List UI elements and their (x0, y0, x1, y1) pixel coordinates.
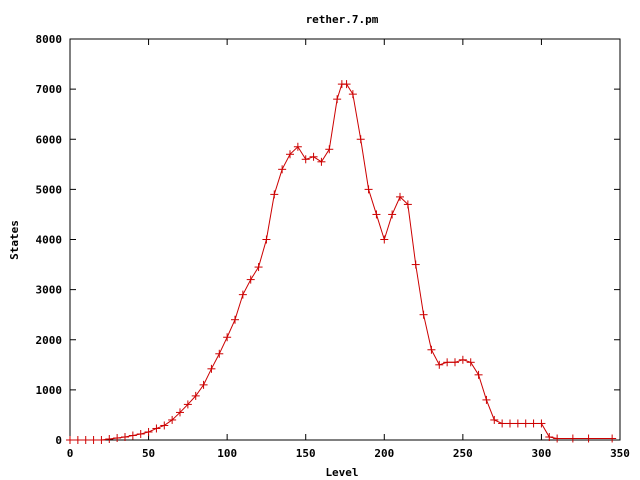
y-tick-label: 3000 (36, 284, 63, 297)
data-point (293, 142, 302, 151)
data-point (513, 419, 522, 428)
data-point (466, 358, 475, 367)
data-point (309, 152, 318, 161)
y-tick-label: 1000 (36, 384, 63, 397)
data-point (223, 333, 232, 342)
data-point (584, 434, 593, 443)
data-point (364, 185, 373, 194)
data-point (427, 345, 436, 354)
y-tick-label: 0 (55, 434, 62, 447)
x-tick-label: 250 (453, 447, 473, 460)
data-point (183, 400, 192, 409)
plot-frame (69, 38, 621, 441)
data-point (490, 415, 499, 424)
x-tick-label: 100 (217, 447, 237, 460)
data-point (372, 210, 381, 219)
data-point (246, 275, 255, 284)
data-point (301, 155, 310, 164)
data-point (73, 436, 82, 444)
data-point (152, 424, 161, 433)
y-tick-label: 8000 (36, 33, 63, 46)
data-point (199, 380, 208, 389)
data-point (342, 80, 351, 89)
data-point (105, 434, 114, 443)
data-point (144, 427, 153, 436)
data-point (128, 431, 137, 440)
data-point (160, 421, 169, 430)
data-point (136, 429, 145, 438)
data-point (286, 150, 294, 159)
data-point (474, 370, 483, 379)
data-point (176, 408, 184, 417)
x-tick-label: 350 (610, 447, 630, 460)
y-tick-label: 6000 (36, 133, 63, 146)
data-point (333, 95, 342, 104)
data-point (396, 192, 404, 201)
data-point (545, 432, 554, 441)
data-point (568, 434, 577, 443)
data-point (191, 391, 200, 400)
y-tick-label: 7000 (36, 83, 63, 96)
data-point (608, 434, 617, 443)
x-axis-label: Level (325, 466, 358, 479)
x-tick-label: 300 (531, 447, 551, 460)
data-point (348, 90, 357, 99)
data-point (215, 349, 224, 358)
data-point (537, 419, 546, 428)
data-point (380, 235, 389, 244)
data-point (521, 419, 530, 428)
data-point (262, 235, 271, 244)
data-point (451, 358, 459, 367)
data-point (403, 200, 412, 209)
x-tick-label: 50 (142, 447, 155, 460)
data-point (113, 433, 122, 442)
y-tick-label: 5000 (36, 183, 63, 196)
x-tick-label: 200 (374, 447, 394, 460)
y-tick-label: 4000 (36, 234, 63, 247)
data-point (270, 190, 279, 199)
data-point (419, 310, 428, 319)
data-point (254, 263, 263, 272)
x-tick-label: 150 (296, 447, 316, 460)
data-point (97, 436, 106, 444)
series-line (70, 83, 613, 441)
data-point (529, 419, 538, 428)
y-axis-label: States (8, 220, 21, 260)
data-point (231, 315, 239, 324)
x-tick-label: 0 (67, 447, 74, 460)
data-point (81, 436, 90, 444)
data-point (388, 210, 397, 219)
data-point (168, 415, 177, 424)
data-point (411, 260, 420, 269)
data-point (498, 419, 507, 428)
data-point (482, 395, 491, 404)
data-point (435, 360, 444, 369)
y-tick-label: 2000 (36, 334, 63, 347)
data-point (317, 157, 326, 166)
data-point (325, 145, 334, 154)
data-point (278, 165, 287, 174)
ticks: 0 50 100 150 200 250 300 350 0 1000 2000 3000 4000 50… (36, 33, 630, 460)
data-point (207, 364, 216, 373)
series-layer (66, 80, 617, 444)
chart-title: rether.7.pm (306, 13, 379, 26)
data-point (66, 436, 74, 444)
data-point (506, 419, 514, 428)
data-point (238, 290, 247, 299)
data-point (121, 432, 129, 441)
data-point (458, 355, 467, 364)
axes (69, 38, 621, 441)
data-point (89, 436, 98, 444)
data-point (356, 135, 365, 144)
data-point (443, 358, 452, 367)
data-point (553, 434, 562, 443)
